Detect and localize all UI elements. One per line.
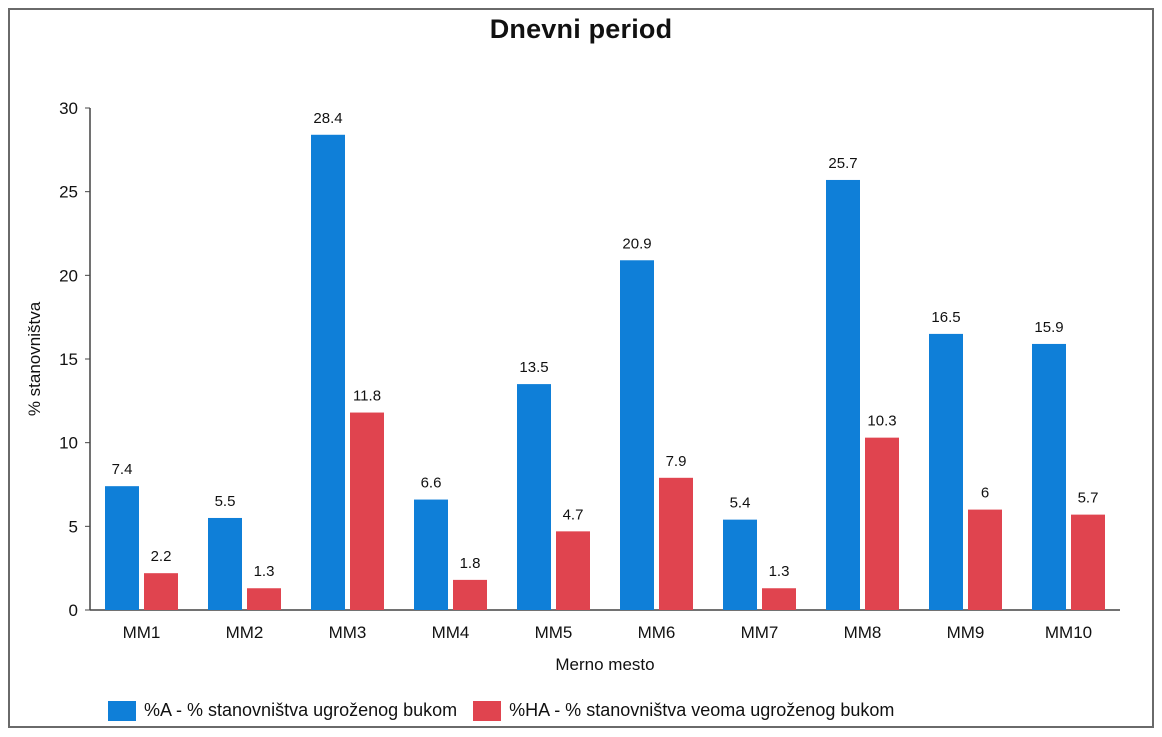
bar-a xyxy=(1032,343,1066,610)
y-tick-label: 0 xyxy=(69,601,78,620)
y-axis-label: % stanovništva xyxy=(25,301,44,416)
x-tick-label: MM8 xyxy=(844,623,882,642)
data-label-ha: 2.2 xyxy=(151,548,172,565)
data-label-a: 16.5 xyxy=(931,309,960,326)
data-label-a: 28.4 xyxy=(313,110,342,127)
bar-ha xyxy=(144,573,178,610)
legend-label-a: %A - % stanovništva ugroženog bukom xyxy=(144,700,458,720)
bar-ha xyxy=(247,588,281,610)
data-label-a: 5.4 xyxy=(730,495,751,512)
x-tick-label: MM1 xyxy=(123,623,161,642)
x-tick-label: MM10 xyxy=(1045,623,1092,642)
bar-ha xyxy=(556,531,590,610)
legend-swatch-a xyxy=(108,700,136,721)
x-axis-label: Merno mesto xyxy=(555,655,654,674)
bar-ha xyxy=(968,509,1002,610)
data-label-a: 7.4 xyxy=(112,461,133,478)
y-tick-label: 25 xyxy=(59,183,78,202)
bar-a xyxy=(414,499,448,610)
legend-swatch-ha xyxy=(473,700,502,721)
bar-a xyxy=(826,179,860,610)
legend-label-ha: %HA - % stanovništva veoma ugroženog buk… xyxy=(509,700,895,720)
data-label-a: 5.5 xyxy=(215,493,236,510)
x-tick-label: MM7 xyxy=(741,623,779,642)
legend-item-ha: %HA - % stanovništva veoma ugroženog buk… xyxy=(473,700,894,721)
data-label-a: 15.9 xyxy=(1034,319,1063,336)
legend-item-a: %A - % stanovništva ugroženog bukom xyxy=(108,700,457,721)
bar-ha xyxy=(762,588,796,610)
y-tick-label: 10 xyxy=(59,434,78,453)
x-tick-label: MM3 xyxy=(329,623,367,642)
data-label-ha: 6 xyxy=(981,485,989,502)
bar-a xyxy=(311,134,345,611)
y-tick-label: 5 xyxy=(69,517,78,536)
bar-ha xyxy=(659,477,693,610)
data-label-ha: 5.7 xyxy=(1078,490,1099,507)
bar-ha xyxy=(1071,514,1105,610)
bar-ha xyxy=(350,412,384,610)
data-label-a: 6.6 xyxy=(421,475,442,492)
bar-a xyxy=(105,486,139,610)
data-label-ha: 4.7 xyxy=(563,506,584,523)
bar-a xyxy=(723,519,757,610)
bar-a xyxy=(929,333,963,610)
bar-ha xyxy=(453,579,487,610)
y-tick-label: 15 xyxy=(59,350,78,369)
bar-ha xyxy=(865,437,899,610)
bar-a xyxy=(208,517,242,610)
x-tick-label: MM2 xyxy=(226,623,264,642)
data-label-ha: 1.3 xyxy=(254,563,275,580)
data-label-a: 25.7 xyxy=(828,155,857,172)
x-tick-label: MM6 xyxy=(638,623,676,642)
y-tick-label: 20 xyxy=(59,266,78,285)
x-tick-label: MM5 xyxy=(535,623,573,642)
x-tick-label: MM9 xyxy=(947,623,985,642)
legend: %A - % stanovništva ugroženog bukom %HA … xyxy=(108,700,910,721)
data-label-a: 13.5 xyxy=(519,359,548,376)
data-label-ha: 11.8 xyxy=(353,388,381,405)
bar-a xyxy=(517,384,551,610)
data-label-ha: 10.3 xyxy=(867,413,896,430)
data-label-ha: 7.9 xyxy=(666,453,687,470)
data-label-a: 20.9 xyxy=(622,235,651,252)
data-label-ha: 1.8 xyxy=(460,555,481,572)
y-tick-label: 30 xyxy=(59,99,78,118)
x-tick-label: MM4 xyxy=(432,623,470,642)
bar-a xyxy=(620,260,654,610)
data-label-ha: 1.3 xyxy=(769,563,790,580)
chart-title: Dnevni period xyxy=(489,14,673,44)
